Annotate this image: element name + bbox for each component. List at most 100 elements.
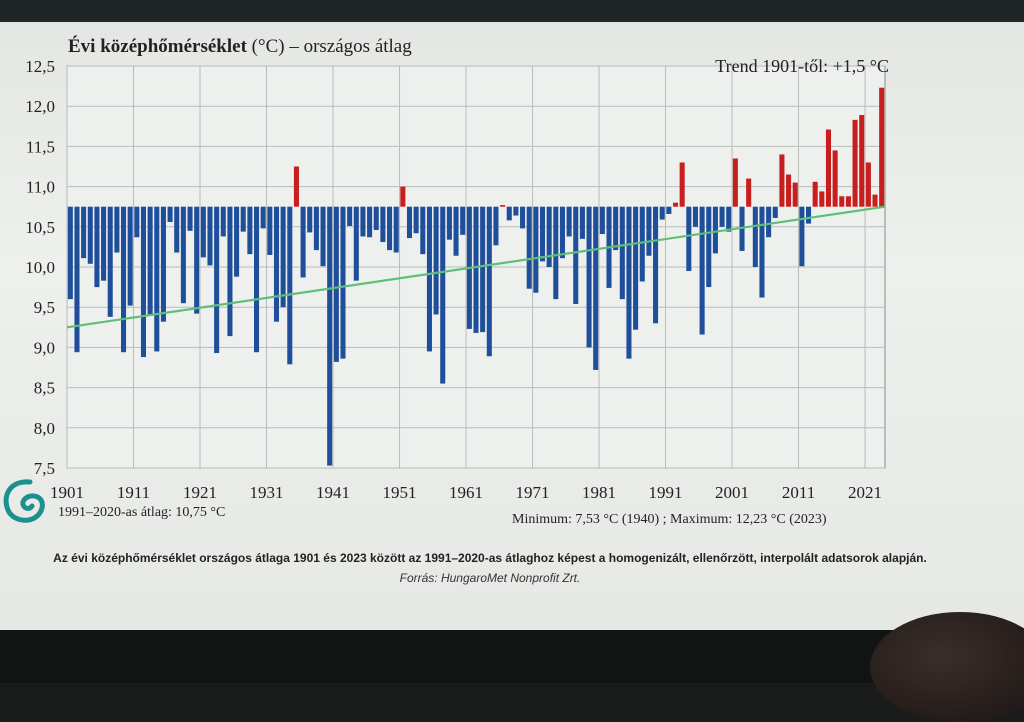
min-max-label: Minimum: 7,53 °C (1940) ; Maximum: 12,23…: [512, 512, 827, 527]
bar-below-average: [174, 206, 180, 253]
bar-below-average: [666, 206, 672, 214]
y-tick-label: 11,5: [26, 137, 55, 156]
bar-below-average: [187, 206, 193, 231]
bar-below-average: [247, 206, 253, 255]
bar-below-average: [593, 206, 599, 370]
bar-above-average: [500, 205, 506, 207]
bar-below-average: [559, 206, 565, 259]
bar-above-average: [825, 129, 831, 207]
bar-below-average: [513, 206, 519, 216]
bar-below-average: [114, 206, 120, 253]
bar-below-average: [473, 206, 479, 333]
bar-below-average: [214, 206, 220, 354]
y-tick-label: 12,0: [25, 97, 55, 116]
bar-above-average: [672, 202, 679, 207]
chart-title-rest: (°C) – országos átlag: [246, 36, 412, 57]
bar-below-average: [506, 206, 512, 221]
bar-above-average: [832, 150, 838, 207]
bar-below-average: [692, 206, 698, 227]
bar-below-average: [726, 206, 732, 232]
y-tick-label: 7,5: [34, 459, 55, 478]
bar-below-average: [393, 206, 399, 253]
bar-below-average: [406, 206, 413, 239]
bar-below-average: [772, 206, 778, 218]
bar-below-average: [619, 206, 625, 300]
bar-above-average: [746, 178, 752, 207]
bar-above-average: [852, 119, 858, 207]
bar-below-average: [493, 206, 499, 246]
bar-below-average: [254, 206, 260, 353]
trend-label: Trend 1901-től: +1,5 °C: [715, 56, 889, 76]
bar-above-average: [859, 115, 865, 207]
bar-below-average: [626, 206, 632, 359]
bar-below-average: [360, 206, 366, 237]
bar-below-average: [805, 206, 812, 224]
bar-below-average: [566, 206, 572, 237]
bar-below-average: [759, 206, 765, 298]
bar-below-average: [127, 206, 133, 306]
bar-below-average: [433, 206, 439, 315]
x-tick-label: 2021: [848, 483, 882, 502]
bar-below-average: [87, 206, 93, 264]
bar-below-average: [367, 206, 373, 238]
bar-above-average: [400, 186, 406, 207]
bar-below-average: [659, 206, 665, 220]
bar-above-average: [792, 182, 798, 207]
bar-below-average: [706, 206, 712, 288]
bar-below-average: [67, 206, 73, 300]
bar-below-average: [573, 206, 579, 304]
y-tick-label: 8,5: [34, 379, 55, 398]
bar-below-average: [353, 206, 359, 281]
bar-below-average: [766, 206, 772, 238]
x-tick-label: 1931: [250, 483, 284, 502]
bar-below-average: [167, 206, 173, 222]
bar-below-average: [273, 206, 280, 322]
bar-below-average: [533, 206, 539, 293]
bar-below-average: [347, 206, 353, 226]
y-tick-label: 10,0: [25, 258, 55, 277]
chart-title-bold: Évi középhőmérséklet: [68, 36, 247, 57]
bar-below-average: [81, 206, 87, 259]
bar-below-average: [220, 206, 226, 237]
y-tick-label: 9,0: [34, 338, 55, 357]
bar-below-average: [160, 206, 166, 322]
bar-below-average: [799, 206, 805, 267]
baseline-label: 1991–2020-as átlag: 10,75 °C: [58, 505, 226, 520]
bar-below-average: [653, 206, 659, 324]
bar-below-average: [267, 206, 273, 255]
bar-above-average: [839, 196, 845, 207]
x-tick-label: 1961: [449, 483, 483, 502]
y-tick-label: 12,5: [25, 57, 55, 76]
bar-below-average: [194, 206, 200, 314]
bar-below-average: [287, 206, 293, 365]
bar-below-average: [373, 206, 379, 231]
chart-axes: 7,5 8,0 8,5 9,0 9,5 10,0 10,5 11,0 11,5 12,0 12,5 1…: [25, 57, 882, 502]
temperature-bar-chart: 7,5 8,0 8,5 9,0 9,5 10,0 10,5 11,0 11,5 12,0 12,5 1…: [25, 57, 886, 502]
bar-below-average: [207, 206, 213, 266]
screen-top-edge: [0, 0, 1024, 22]
bar-below-average: [546, 206, 552, 267]
bar-below-average: [460, 206, 466, 235]
bar-above-average: [779, 154, 785, 207]
bar-below-average: [420, 206, 426, 255]
bar-below-average: [446, 206, 452, 240]
bar-below-average: [300, 206, 306, 278]
bar-below-average: [240, 206, 246, 232]
bar-below-average: [333, 206, 339, 362]
bar-above-average: [865, 162, 871, 207]
y-tick-label: 9,5: [34, 298, 55, 317]
x-tick-label: 1911: [117, 483, 150, 502]
bar-above-average: [679, 162, 685, 207]
bar-below-average: [280, 206, 286, 308]
bar-below-average: [121, 206, 127, 353]
bar-below-average: [340, 206, 346, 359]
bar-below-average: [579, 206, 585, 239]
y-tick-label: 10,5: [25, 218, 55, 237]
y-tick-label: 8,0: [34, 419, 55, 438]
x-tick-label: 1951: [383, 483, 417, 502]
bar-below-average: [327, 206, 333, 466]
bar-below-average: [413, 206, 419, 234]
trend-line: [66, 205, 886, 329]
bar-above-average: [293, 166, 299, 207]
bar-above-average: [845, 196, 851, 207]
